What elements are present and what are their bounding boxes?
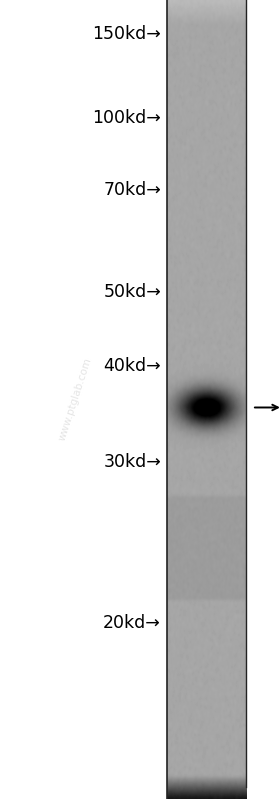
Text: 20kd→: 20kd→ xyxy=(103,614,161,632)
Text: www.ptglab.com: www.ptglab.com xyxy=(57,356,94,443)
Text: 30kd→: 30kd→ xyxy=(103,453,161,471)
Text: 40kd→: 40kd→ xyxy=(103,357,161,375)
Text: 150kd→: 150kd→ xyxy=(92,25,161,42)
Text: 100kd→: 100kd→ xyxy=(92,109,161,127)
Text: 70kd→: 70kd→ xyxy=(103,181,161,199)
Text: 50kd→: 50kd→ xyxy=(103,283,161,300)
